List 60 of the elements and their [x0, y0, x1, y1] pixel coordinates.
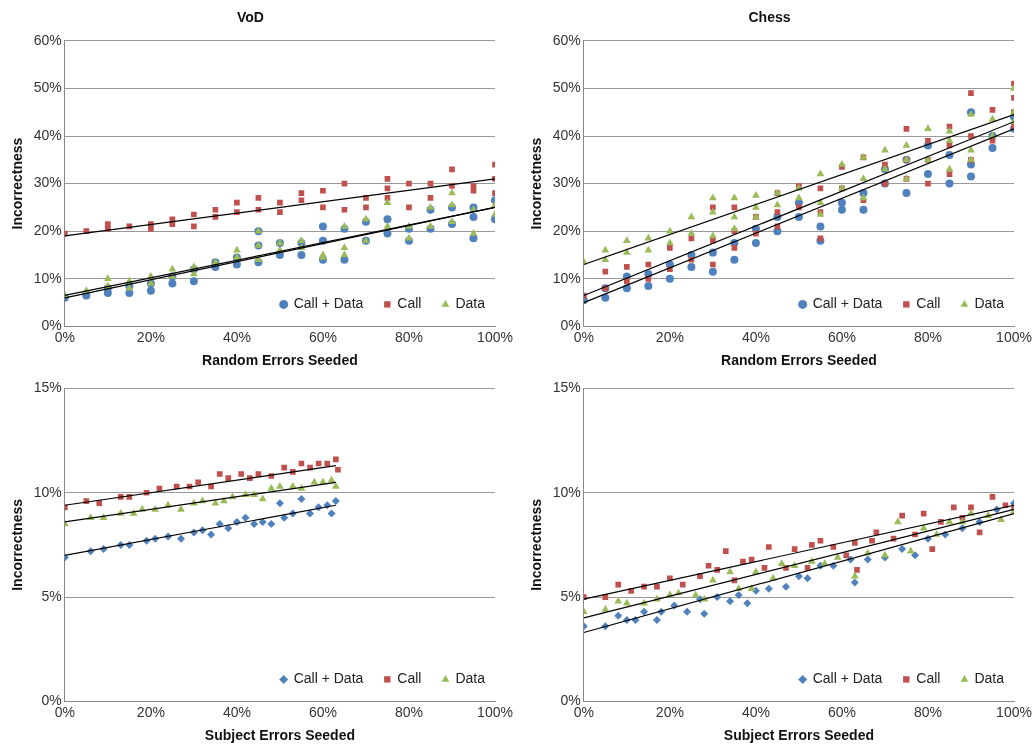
y-tick-label: 5% — [41, 587, 62, 604]
x-tick-label: 100% — [477, 328, 513, 345]
y-tick-label: 5% — [560, 587, 581, 604]
x-tick-label: 80% — [913, 703, 942, 720]
y-tick-label: 10% — [552, 269, 581, 286]
legend-label: Data — [455, 670, 486, 687]
x-tick-label: 20% — [136, 703, 165, 720]
legend-label: Call + Data — [812, 295, 883, 312]
y-tick-label: 30% — [33, 174, 62, 191]
x-tick-label: 80% — [913, 328, 942, 345]
x-tick-label: 40% — [741, 703, 770, 720]
legend-label: Call + Data — [293, 295, 364, 312]
y-tick-label: 10% — [33, 269, 62, 286]
y-tick-label: 15% — [552, 379, 581, 396]
chart-title: Chess — [748, 9, 791, 26]
legend-label: Call — [397, 295, 422, 312]
legend-label: Call + Data — [293, 670, 364, 687]
y-tick-label: 50% — [552, 79, 581, 96]
y-tick-label: 40% — [552, 126, 581, 143]
y-tick-label: 50% — [33, 79, 62, 96]
x-tick-label: 60% — [827, 703, 856, 720]
x-tick-label: 100% — [996, 328, 1032, 345]
y-tick-label: 30% — [552, 174, 581, 191]
x-tick-label: 40% — [741, 328, 770, 345]
y-tick-label: 10% — [33, 483, 62, 500]
x-tick-label: 20% — [655, 328, 684, 345]
y-axis-title: Incorrectness — [9, 137, 26, 230]
legend-label: Call — [916, 295, 941, 312]
x-tick-label: 20% — [655, 703, 684, 720]
y-axis-title: Incorrectness — [528, 498, 545, 591]
x-axis-title: Subject Errors Seeded — [204, 727, 355, 744]
x-tick-label: 60% — [308, 328, 337, 345]
x-tick-label: 40% — [222, 328, 251, 345]
x-axis-title: Random Errors Seeded — [202, 352, 358, 369]
chart-title: VoD — [237, 9, 264, 26]
legend-label: Data — [974, 295, 1005, 312]
y-tick-label: 20% — [33, 222, 62, 239]
y-tick-label: 60% — [33, 31, 62, 48]
y-axis-title: Incorrectness — [9, 498, 26, 591]
x-tick-label: 100% — [996, 703, 1032, 720]
x-tick-label: 40% — [222, 703, 251, 720]
y-tick-label: 60% — [552, 31, 581, 48]
legend-label: Call + Data — [812, 670, 883, 687]
x-tick-label: 80% — [394, 703, 423, 720]
x-tick-label: 100% — [477, 703, 513, 720]
y-tick-label: 20% — [552, 222, 581, 239]
x-axis-title: Random Errors Seeded — [721, 352, 877, 369]
y-tick-label: 15% — [33, 379, 62, 396]
legend-label: Data — [974, 670, 1005, 687]
legend-label: Data — [455, 295, 486, 312]
y-tick-label: 10% — [552, 483, 581, 500]
y-axis-title: Incorrectness — [528, 137, 545, 230]
y-tick-label: 40% — [33, 126, 62, 143]
x-tick-label: 80% — [394, 328, 423, 345]
legend-label: Call — [916, 670, 941, 687]
x-tick-label: 60% — [827, 328, 856, 345]
x-tick-label: 20% — [136, 328, 165, 345]
legend-label: Call — [397, 670, 422, 687]
x-tick-label: 60% — [308, 703, 337, 720]
x-axis-title: Subject Errors Seeded — [723, 727, 874, 744]
